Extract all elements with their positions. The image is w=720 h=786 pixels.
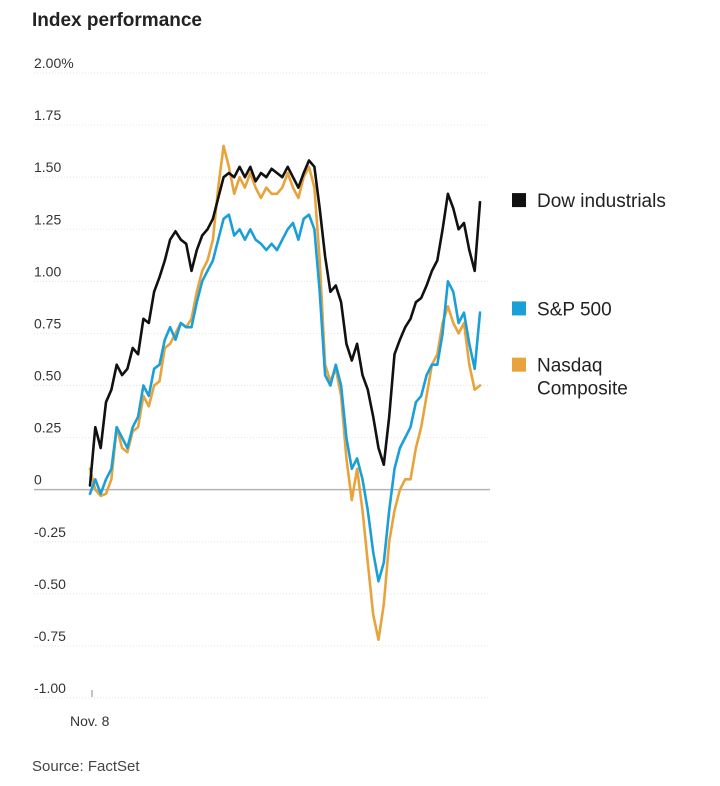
series-line-s-p-500 — [88, 213, 482, 583]
y-tick-label: 2.00% — [34, 55, 74, 71]
y-tick-label: 0.50 — [34, 368, 61, 384]
legend-label: Dow industrials — [537, 191, 666, 212]
gridlines — [34, 72, 490, 699]
x-axis: Nov. 8 — [70, 690, 110, 729]
legend-label: Composite — [537, 379, 628, 400]
legend-swatch — [512, 301, 526, 316]
y-tick-label: 0.25 — [34, 420, 61, 436]
series-lines — [88, 144, 482, 642]
y-tick-label: -0.25 — [34, 524, 66, 540]
y-tick-label: 1.50 — [34, 159, 61, 175]
legend-label: S&P 500 — [537, 299, 612, 320]
y-tick-label: 0.75 — [34, 315, 61, 331]
legend-swatch — [512, 357, 526, 372]
legend-swatch — [512, 193, 526, 208]
chart-title: Index performance — [32, 10, 202, 31]
y-tick-label: 1.25 — [34, 211, 61, 227]
y-tick-label: -1.00 — [34, 680, 66, 696]
y-tick-label: -0.50 — [34, 576, 66, 592]
y-axis-ticks: 2.00% 1.75 1.50 1.25 1.00 0.75 0.50 0.25 0 -0.25 -… — [34, 55, 74, 696]
series-line-dow-industrials — [88, 159, 482, 487]
y-tick-label: 1.00 — [34, 263, 61, 279]
source-note: Source: FactSet — [32, 758, 140, 775]
y-tick-label: 0 — [34, 472, 42, 488]
legend-label: Nasdaq — [537, 356, 603, 377]
series-line-nasdaq-composite — [88, 144, 482, 642]
x-tick-label: Nov. 8 — [70, 713, 110, 729]
y-tick-label: 1.75 — [34, 107, 61, 123]
y-tick-label: -0.75 — [34, 628, 66, 644]
